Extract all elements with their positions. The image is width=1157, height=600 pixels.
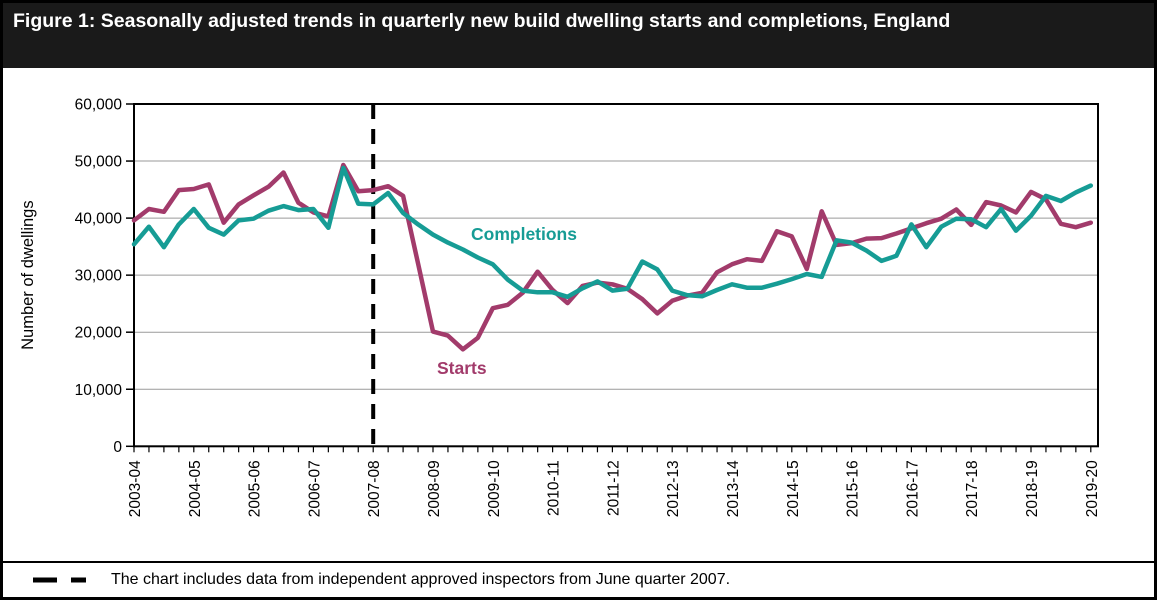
- x-axis-year-label: 2017-18: [964, 460, 981, 517]
- x-axis-year-label: 2019-20: [1084, 460, 1101, 517]
- x-axis-year-label: 2005-06: [247, 460, 264, 517]
- y-axis-tick-label: 10,000: [75, 382, 123, 399]
- x-axis-year-label: 2004-05: [187, 460, 204, 517]
- figure-title: Figure 1: Seasonally adjusted trends in …: [3, 3, 1154, 68]
- x-axis-year-label: 2007-08: [366, 460, 383, 517]
- x-axis-year-label: 2011-12: [605, 460, 622, 516]
- x-axis-year-label: 2008-09: [426, 460, 443, 517]
- starts-line: [131, 162, 1094, 352]
- x-axis-year-label: 2009-10: [486, 460, 503, 517]
- x-axis-year-label: 2015-16: [845, 460, 862, 517]
- x-axis-year-label: 2013-14: [725, 460, 742, 517]
- x-axis-year-label: 2003-04: [127, 460, 144, 517]
- x-axis-year-label: 2010-11: [546, 460, 563, 516]
- y-axis-tick-label: 60,000: [75, 97, 123, 114]
- y-axis-tick-label: 0: [113, 439, 122, 456]
- footnote-text: The chart includes data from independent…: [111, 570, 731, 588]
- starts-series-label: Starts: [437, 358, 487, 378]
- completions-series-label: Completions: [471, 224, 577, 244]
- y-axis-tick-label: 30,000: [75, 268, 123, 285]
- y-axis-tick-label: 40,000: [75, 211, 123, 228]
- y-axis-title: Number of dwellings: [19, 200, 37, 349]
- x-axis-year-label: 2014-15: [785, 460, 802, 517]
- x-axis-year-label: 2016-17: [904, 460, 921, 517]
- completions-line: [131, 165, 1094, 300]
- y-axis-tick-label: 20,000: [75, 325, 123, 342]
- dashed-line-legend-icon: [33, 577, 86, 582]
- chart-area: 0 10,000 20,000 30,000 40,000 50,000 60,000 200…: [3, 68, 1154, 561]
- x-axis-year-label: 2018-19: [1024, 460, 1041, 517]
- line-chart: 0 10,000 20,000 30,000 40,000 50,000 60,000 200…: [19, 97, 1101, 518]
- footnote-bar: The chart includes data from independent…: [3, 561, 1154, 597]
- x-axis-year-label: 2006-07: [306, 460, 323, 517]
- y-axis-tick-label: 50,000: [75, 154, 123, 171]
- x-axis-year-label: 2012-13: [665, 460, 682, 517]
